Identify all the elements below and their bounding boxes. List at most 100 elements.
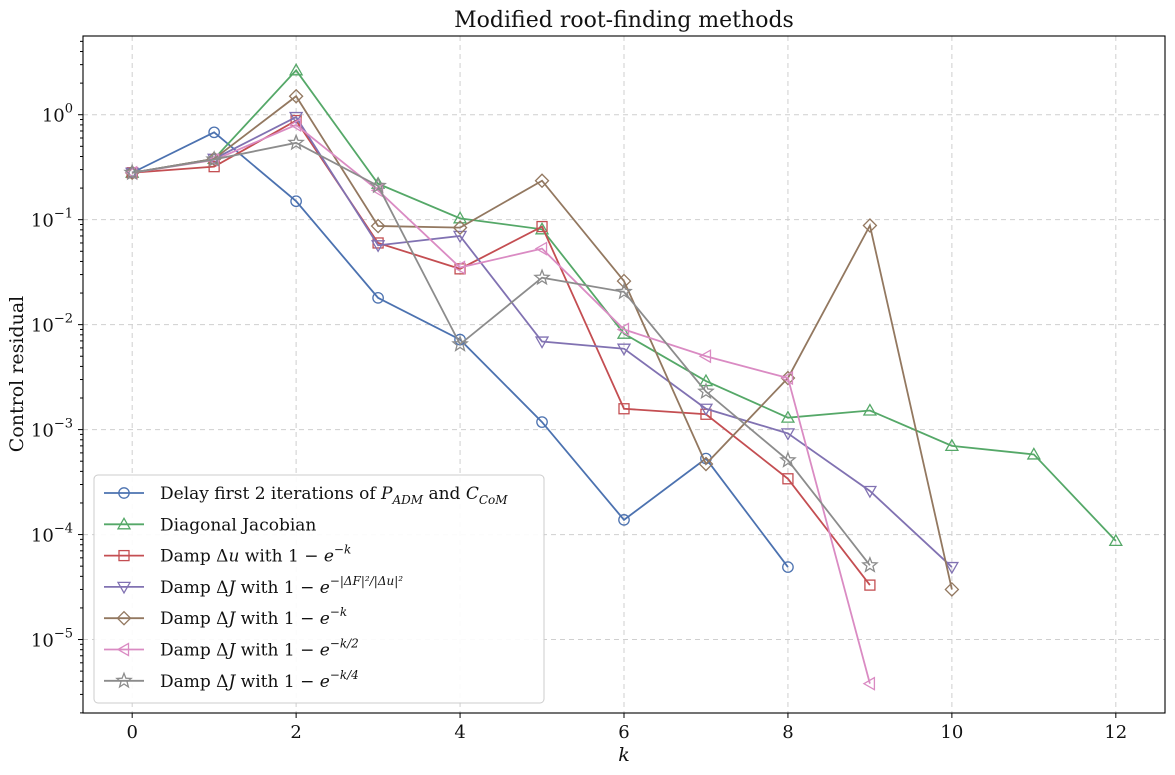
series-line	[131, 131, 789, 568]
data-point	[534, 241, 548, 256]
x-tick-label: 2	[290, 722, 301, 743]
legend-marker	[116, 581, 132, 595]
x-tick-label: 6	[618, 722, 629, 743]
series-line	[132, 94, 953, 590]
data-point	[288, 111, 304, 125]
legend-marker	[116, 516, 132, 530]
data-point	[536, 220, 548, 233]
data-point	[864, 579, 876, 591]
legend-item: Damp ΔJ with 1 − e−|ΔF|²/|Δu|²	[104, 574, 403, 598]
legend-item: Diagonal Jacobian	[104, 515, 316, 535]
data-point	[452, 211, 468, 224]
data-point	[698, 456, 714, 472]
series-2	[125, 62, 1123, 547]
series-line	[132, 141, 871, 566]
x-tick-label: 8	[782, 722, 793, 743]
data-point	[782, 473, 794, 485]
legend-label: Damp ΔJ with 1 − e−k/4	[160, 668, 359, 692]
legend-label: Damp ΔJ with 1 − e−k	[160, 605, 347, 629]
legend-item: Damp ΔJ with 1 − e−k/2	[104, 637, 359, 661]
data-point	[616, 322, 630, 337]
data-point	[697, 382, 715, 400]
data-point	[862, 403, 878, 416]
data-point	[372, 291, 384, 304]
grid	[83, 36, 1165, 713]
data-point	[618, 514, 630, 526]
x-tick-label: 0	[126, 722, 137, 743]
legend-item: Damp ΔJ with 1 − e−k/4	[104, 668, 359, 692]
data-point	[452, 260, 466, 275]
legend-item: Damp ΔJ with 1 − e−k	[104, 605, 347, 629]
x-axis-label: k	[618, 744, 630, 766]
series-4	[125, 111, 960, 575]
series-line	[132, 119, 871, 586]
data-point	[615, 282, 633, 300]
data-point	[1108, 533, 1123, 547]
legend-marker	[115, 671, 133, 689]
legend-marker	[116, 610, 132, 626]
data-point	[780, 370, 794, 386]
data-point	[780, 428, 796, 441]
data-point	[779, 450, 797, 468]
y-tick-label: 10−1	[31, 207, 73, 232]
data-point	[288, 88, 304, 104]
data-point	[452, 220, 468, 236]
axes: 0 2 4 6 8 10 12 100 10−1 10−2 10−3 10−4 10−5	[31, 35, 1166, 743]
data-point	[698, 403, 714, 417]
x-tick-label: 10	[940, 722, 963, 743]
data-point	[533, 268, 551, 286]
data-point	[782, 561, 794, 573]
data-point	[452, 230, 468, 244]
data-point	[534, 173, 550, 189]
data-point	[208, 126, 221, 139]
data-point	[288, 117, 302, 133]
data-point	[123, 163, 142, 181]
y-tick-label: 10−2	[31, 312, 73, 337]
data-point	[698, 349, 712, 364]
data-point	[290, 195, 302, 208]
data-point	[862, 218, 878, 233]
plot-frame	[82, 35, 1166, 714]
y-axis-label: Control residual	[6, 296, 28, 452]
y-tick-label: 10−4	[31, 522, 73, 547]
data-point	[534, 336, 550, 349]
legend-label: Damp ΔJ with 1 − e−|ΔF|²/|Δu|²	[160, 574, 403, 598]
data-point	[616, 273, 632, 289]
data-point	[287, 133, 305, 151]
legend-label: Damp Δu with 1 − e−k	[160, 543, 351, 567]
data-point	[616, 343, 632, 357]
data-point	[618, 403, 630, 415]
legend-item: Delay first 2 iterations of PADM and CCo…	[104, 484, 508, 507]
data-point	[944, 438, 960, 452]
series-line	[132, 68, 1117, 542]
legend-label: Damp ΔJ with 1 − e−k/2	[160, 637, 359, 661]
legend-box	[93, 474, 545, 704]
legend-marker	[118, 549, 130, 562]
series-layer	[123, 62, 1123, 691]
legend-marker	[118, 487, 130, 499]
x-tick-label: 12	[1104, 722, 1127, 743]
y-tick-label: 100	[42, 102, 73, 127]
y-tick-label: 10−5	[31, 627, 73, 652]
y-tick-label: 10−3	[31, 417, 73, 442]
data-point	[862, 676, 876, 691]
x-tick-label: 4	[454, 722, 465, 743]
series-line	[132, 123, 871, 684]
series-line	[132, 115, 953, 568]
series-5	[124, 88, 960, 597]
legend-item: Damp Δu with 1 − e−k	[104, 543, 351, 567]
data-point	[944, 582, 960, 597]
data-point	[536, 416, 548, 428]
chart-title: Modified root-finding methods	[454, 8, 794, 33]
data-point	[370, 218, 386, 234]
data-point	[205, 150, 224, 167]
data-point	[288, 62, 304, 76]
series-7	[123, 133, 879, 573]
legend: Delay first 2 iterations of PADM and CCo…	[93, 474, 545, 704]
legend-label: Diagonal Jacobian	[160, 515, 316, 535]
data-point	[1026, 447, 1041, 460]
legend-label: Delay first 2 iterations of PADM and CCo…	[160, 484, 508, 507]
data-point	[862, 485, 878, 499]
data-point	[861, 555, 879, 573]
